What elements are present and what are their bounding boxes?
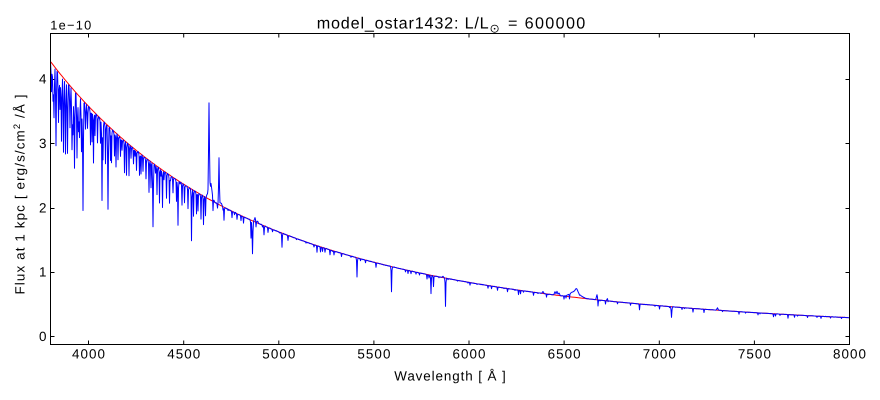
svg-text:6500: 6500 — [548, 346, 581, 361]
svg-text:5500: 5500 — [357, 346, 390, 361]
svg-text:1: 1 — [39, 265, 46, 280]
svg-text:8000: 8000 — [833, 346, 866, 361]
svg-text:4: 4 — [39, 72, 47, 87]
svg-text:4500: 4500 — [167, 346, 200, 361]
svg-text:0: 0 — [39, 329, 46, 344]
svg-text:7000: 7000 — [643, 346, 676, 361]
svg-text:Flux at 1 kpc [ erg/s/cm2 /Å ]: Flux at 1 kpc [ erg/s/cm2 /Å ] — [11, 95, 28, 295]
svg-text:= 600000: = 600000 — [508, 14, 585, 32]
svg-text:5000: 5000 — [262, 346, 295, 361]
svg-text:model_ostar1432: L/L: model_ostar1432: L/L — [317, 14, 489, 32]
svg-text:3: 3 — [39, 136, 46, 151]
svg-text:1e−10: 1e−10 — [50, 17, 91, 32]
svg-text:2: 2 — [39, 200, 46, 215]
svg-text:4000: 4000 — [72, 346, 105, 361]
svg-text:7500: 7500 — [738, 346, 771, 361]
svg-text:Wavelength [ Å ]: Wavelength [ Å ] — [394, 369, 506, 384]
svg-text:6000: 6000 — [453, 346, 486, 361]
